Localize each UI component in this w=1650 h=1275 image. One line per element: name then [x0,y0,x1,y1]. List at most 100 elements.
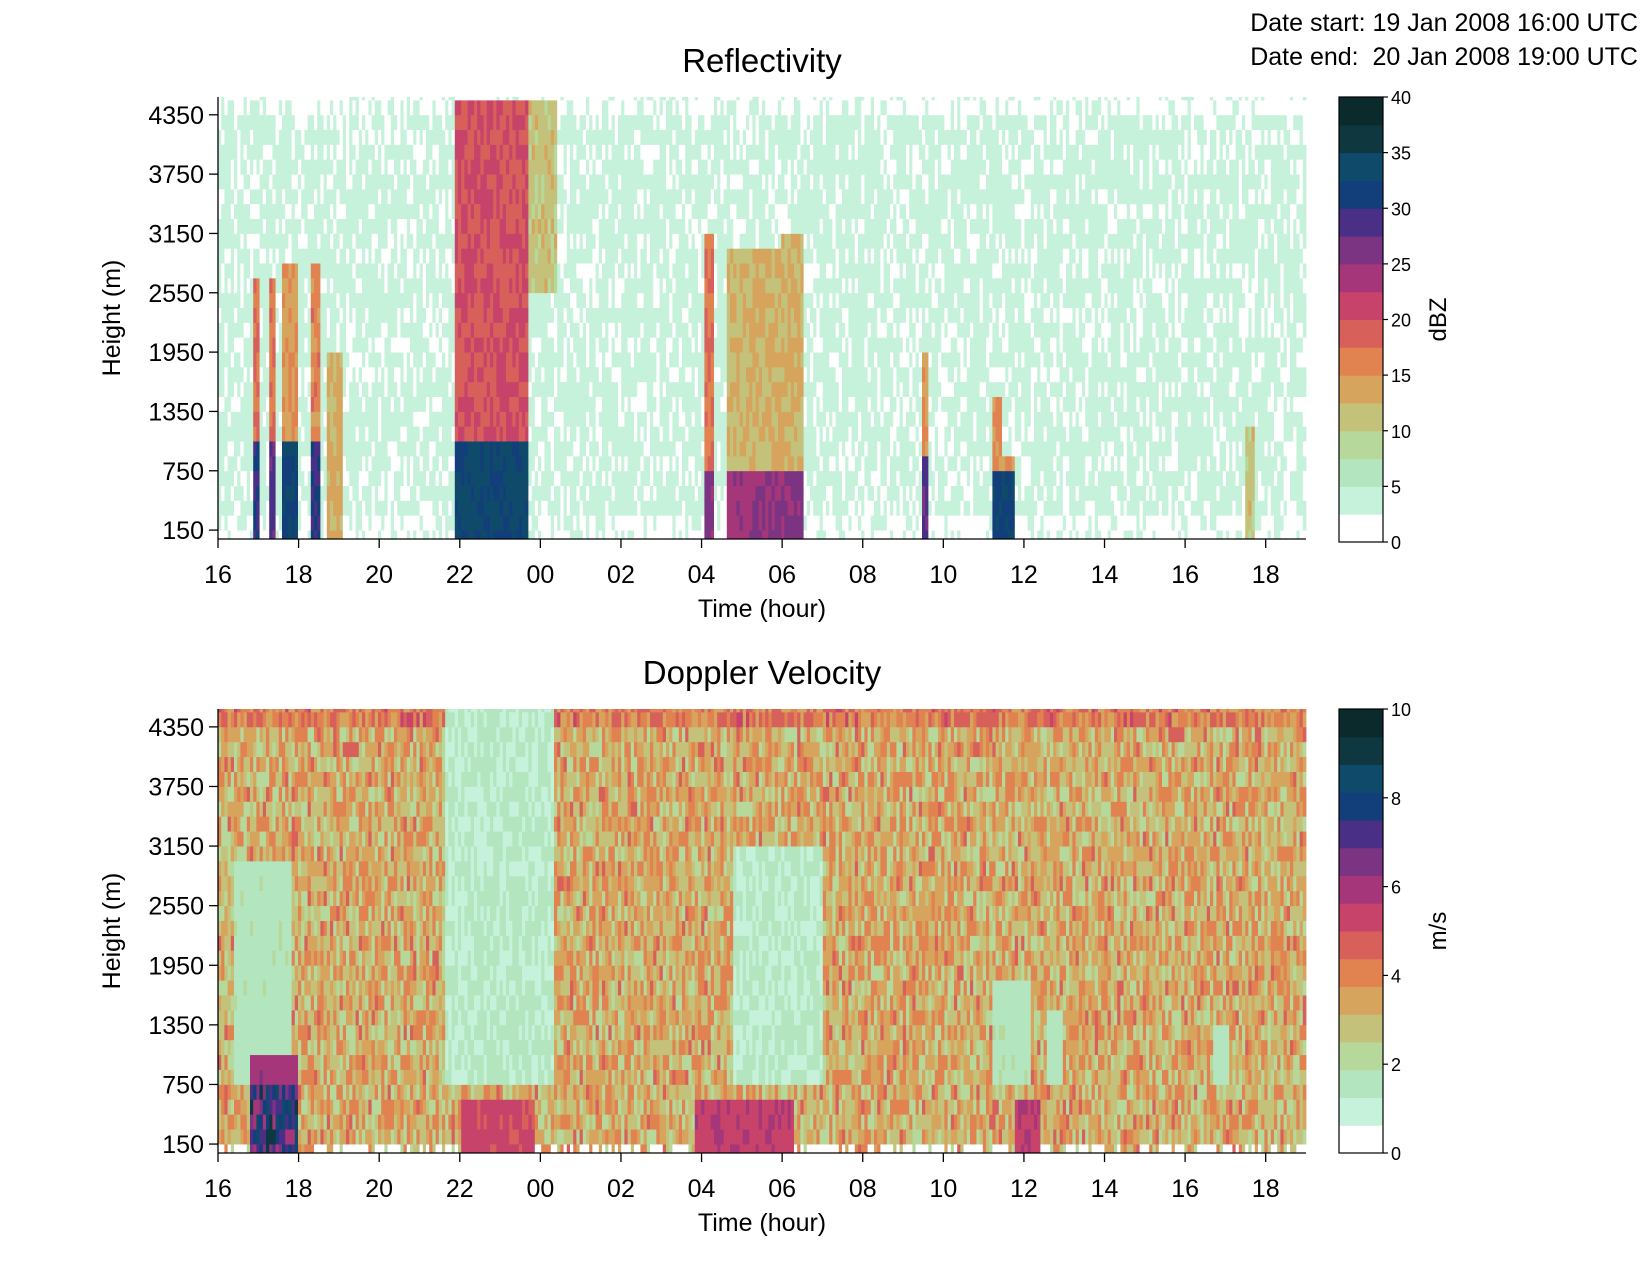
heatmap-cell [237,367,241,382]
heatmap-cell [282,500,286,515]
heatmap-cell [301,308,305,323]
heatmap-cell [308,515,312,530]
heatmap-cell [288,97,292,100]
heatmap-cell [346,426,350,441]
heatmap-cell [372,263,376,278]
heatmap-cell [378,233,382,248]
heatmap-cell [292,233,296,248]
heatmap-cell [381,367,385,382]
heatmap-cell [359,352,363,367]
heatmap-cell [228,426,232,441]
panel-reflectivity: 16 18 20 22 00 02 04 06 08 10 12 14 16 18150750135019… [98,42,1452,623]
heatmap-cell [320,189,324,204]
heatmap-cell [260,219,264,234]
heatmap-cell [260,382,264,397]
heatmap-cell [336,308,340,323]
heatmap-cell [244,411,248,426]
heatmap-cell [256,189,260,204]
heatmap-cell [352,471,356,486]
heatmap-cell [317,456,321,471]
heatmap-cell [317,204,321,219]
heatmap-cell [388,219,392,234]
heatmap-cell [391,233,395,248]
heatmap-cell [231,189,235,204]
heatmap-cell [260,174,264,189]
heatmap-cell [247,382,251,397]
heatmap-cell [362,441,366,456]
heatmap-cell [314,278,318,293]
heatmap-cell [324,471,328,486]
heatmap-cell [266,233,270,248]
heatmap-cell [282,530,286,539]
heatmap-cell [224,397,228,412]
heatmap-cell [397,500,401,515]
heatmap-cell [362,397,366,412]
heatmap-cell [288,144,292,159]
heatmap-cell [285,500,289,515]
heatmap-cell [240,500,244,515]
heatmap-cell [324,293,328,308]
heatmap-cell [221,204,225,219]
heatmap-cell [231,486,235,501]
heatmap-cell [330,411,334,426]
heatmap-cell [311,471,315,486]
heatmap-cell [340,337,344,352]
heatmap-cell [269,486,273,501]
heatmap-cell [250,322,254,337]
heatmap-cell [384,397,388,412]
heatmap-cell [333,456,337,471]
heatmap-cell [308,397,312,412]
heatmap-cell [304,293,308,308]
heatmap-cell [336,441,340,456]
heatmap-cell [343,174,347,189]
heatmap-cell [298,471,302,486]
heatmap-cell [317,441,321,456]
heatmap-cell [288,219,292,234]
heatmap-cell [311,352,315,367]
heatmap-cell [269,382,273,397]
heatmap-cell [247,233,251,248]
heatmap-cell [304,219,308,234]
heatmap-cell [256,308,260,323]
heatmap-cell [298,367,302,382]
heatmap-cell [295,97,299,100]
heatmap-cell [378,174,382,189]
heatmap-cell [352,278,356,293]
heatmap-cell [269,426,273,441]
heatmap-cell [349,233,353,248]
heatmap-cell [269,97,273,100]
heatmap-cell [327,278,331,293]
heatmap-cell [378,367,382,382]
heatmap-cell [352,411,356,426]
heatmap-cell [320,144,324,159]
heatmap-cell [301,115,305,130]
heatmap-cell [240,97,244,100]
heatmap-cell [327,441,331,456]
heatmap-cell [269,411,273,426]
heatmap-cell [349,515,353,530]
heatmap-cell [269,293,273,308]
heatmap-cell [368,174,372,189]
heatmap-cell [308,115,312,130]
heatmap-cell [231,308,235,323]
heatmap-cell [308,486,312,501]
heatmap-cell [336,144,340,159]
heatmap-cell [333,97,337,100]
heatmap-cell [343,322,347,337]
heatmap-cell [292,115,296,130]
heatmap-cell [250,382,254,397]
heatmap-cell [324,174,328,189]
heatmap-cell [224,219,228,234]
heatmap-cell [340,159,344,174]
heatmap-cell [368,411,372,426]
heatmap-cell [253,486,257,501]
heatmap-cell [269,174,273,189]
heatmap-cell [224,308,228,323]
heatmap-cell [368,278,372,293]
heatmap-cell [356,100,360,115]
heatmap-cell [365,100,369,115]
heatmap-cell [381,441,385,456]
heatmap-cell [234,367,238,382]
heatmap-cell [356,397,360,412]
heatmap-cell [253,233,257,248]
